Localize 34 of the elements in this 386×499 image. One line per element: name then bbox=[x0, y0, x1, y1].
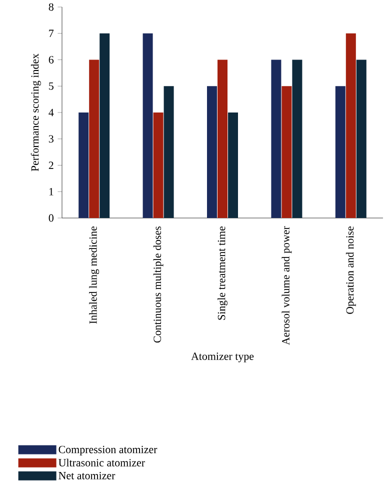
x-axis-title: Atomizer type bbox=[191, 352, 254, 362]
x-tick-label: Operation and noise bbox=[346, 226, 356, 314]
bar bbox=[228, 112, 238, 218]
y-tick-label: 4 bbox=[48, 108, 54, 116]
y-tick-label: 2 bbox=[48, 162, 54, 169]
bar bbox=[218, 60, 228, 218]
bar bbox=[292, 60, 302, 218]
x-tick-label: Aerosol volume and power bbox=[282, 226, 292, 345]
bar bbox=[164, 86, 174, 218]
legend-label: Net atomizer bbox=[58, 472, 116, 480]
bar bbox=[282, 86, 292, 218]
bar bbox=[89, 60, 100, 218]
y-tick-label: 0 bbox=[48, 214, 54, 222]
y-tick-label: 6 bbox=[48, 56, 54, 64]
bar bbox=[346, 33, 356, 218]
bar bbox=[142, 33, 153, 218]
y-tick-label: 3 bbox=[48, 135, 54, 143]
bar bbox=[271, 60, 282, 218]
y-tick-label: 8 bbox=[48, 3, 54, 11]
legend-label: Ultrasonic atomizer bbox=[58, 458, 145, 466]
bar bbox=[78, 112, 89, 218]
y-tick-label: 7 bbox=[49, 30, 54, 37]
bar bbox=[356, 60, 366, 218]
bar bbox=[207, 86, 217, 218]
x-tick-label: Inhaled lung medicine bbox=[89, 226, 100, 324]
x-tick-label: Continuous multiple doses bbox=[153, 226, 164, 343]
bar bbox=[335, 86, 346, 218]
legend-label: Compression atomizer bbox=[58, 446, 158, 456]
y-tick-label: 1 bbox=[49, 188, 54, 196]
y-tick-label: 5 bbox=[49, 82, 54, 90]
y-axis-title: Performance scoring index bbox=[30, 54, 41, 172]
x-tick-label: Single treatment time bbox=[218, 226, 228, 320]
bar bbox=[100, 33, 110, 218]
bar bbox=[153, 112, 164, 218]
